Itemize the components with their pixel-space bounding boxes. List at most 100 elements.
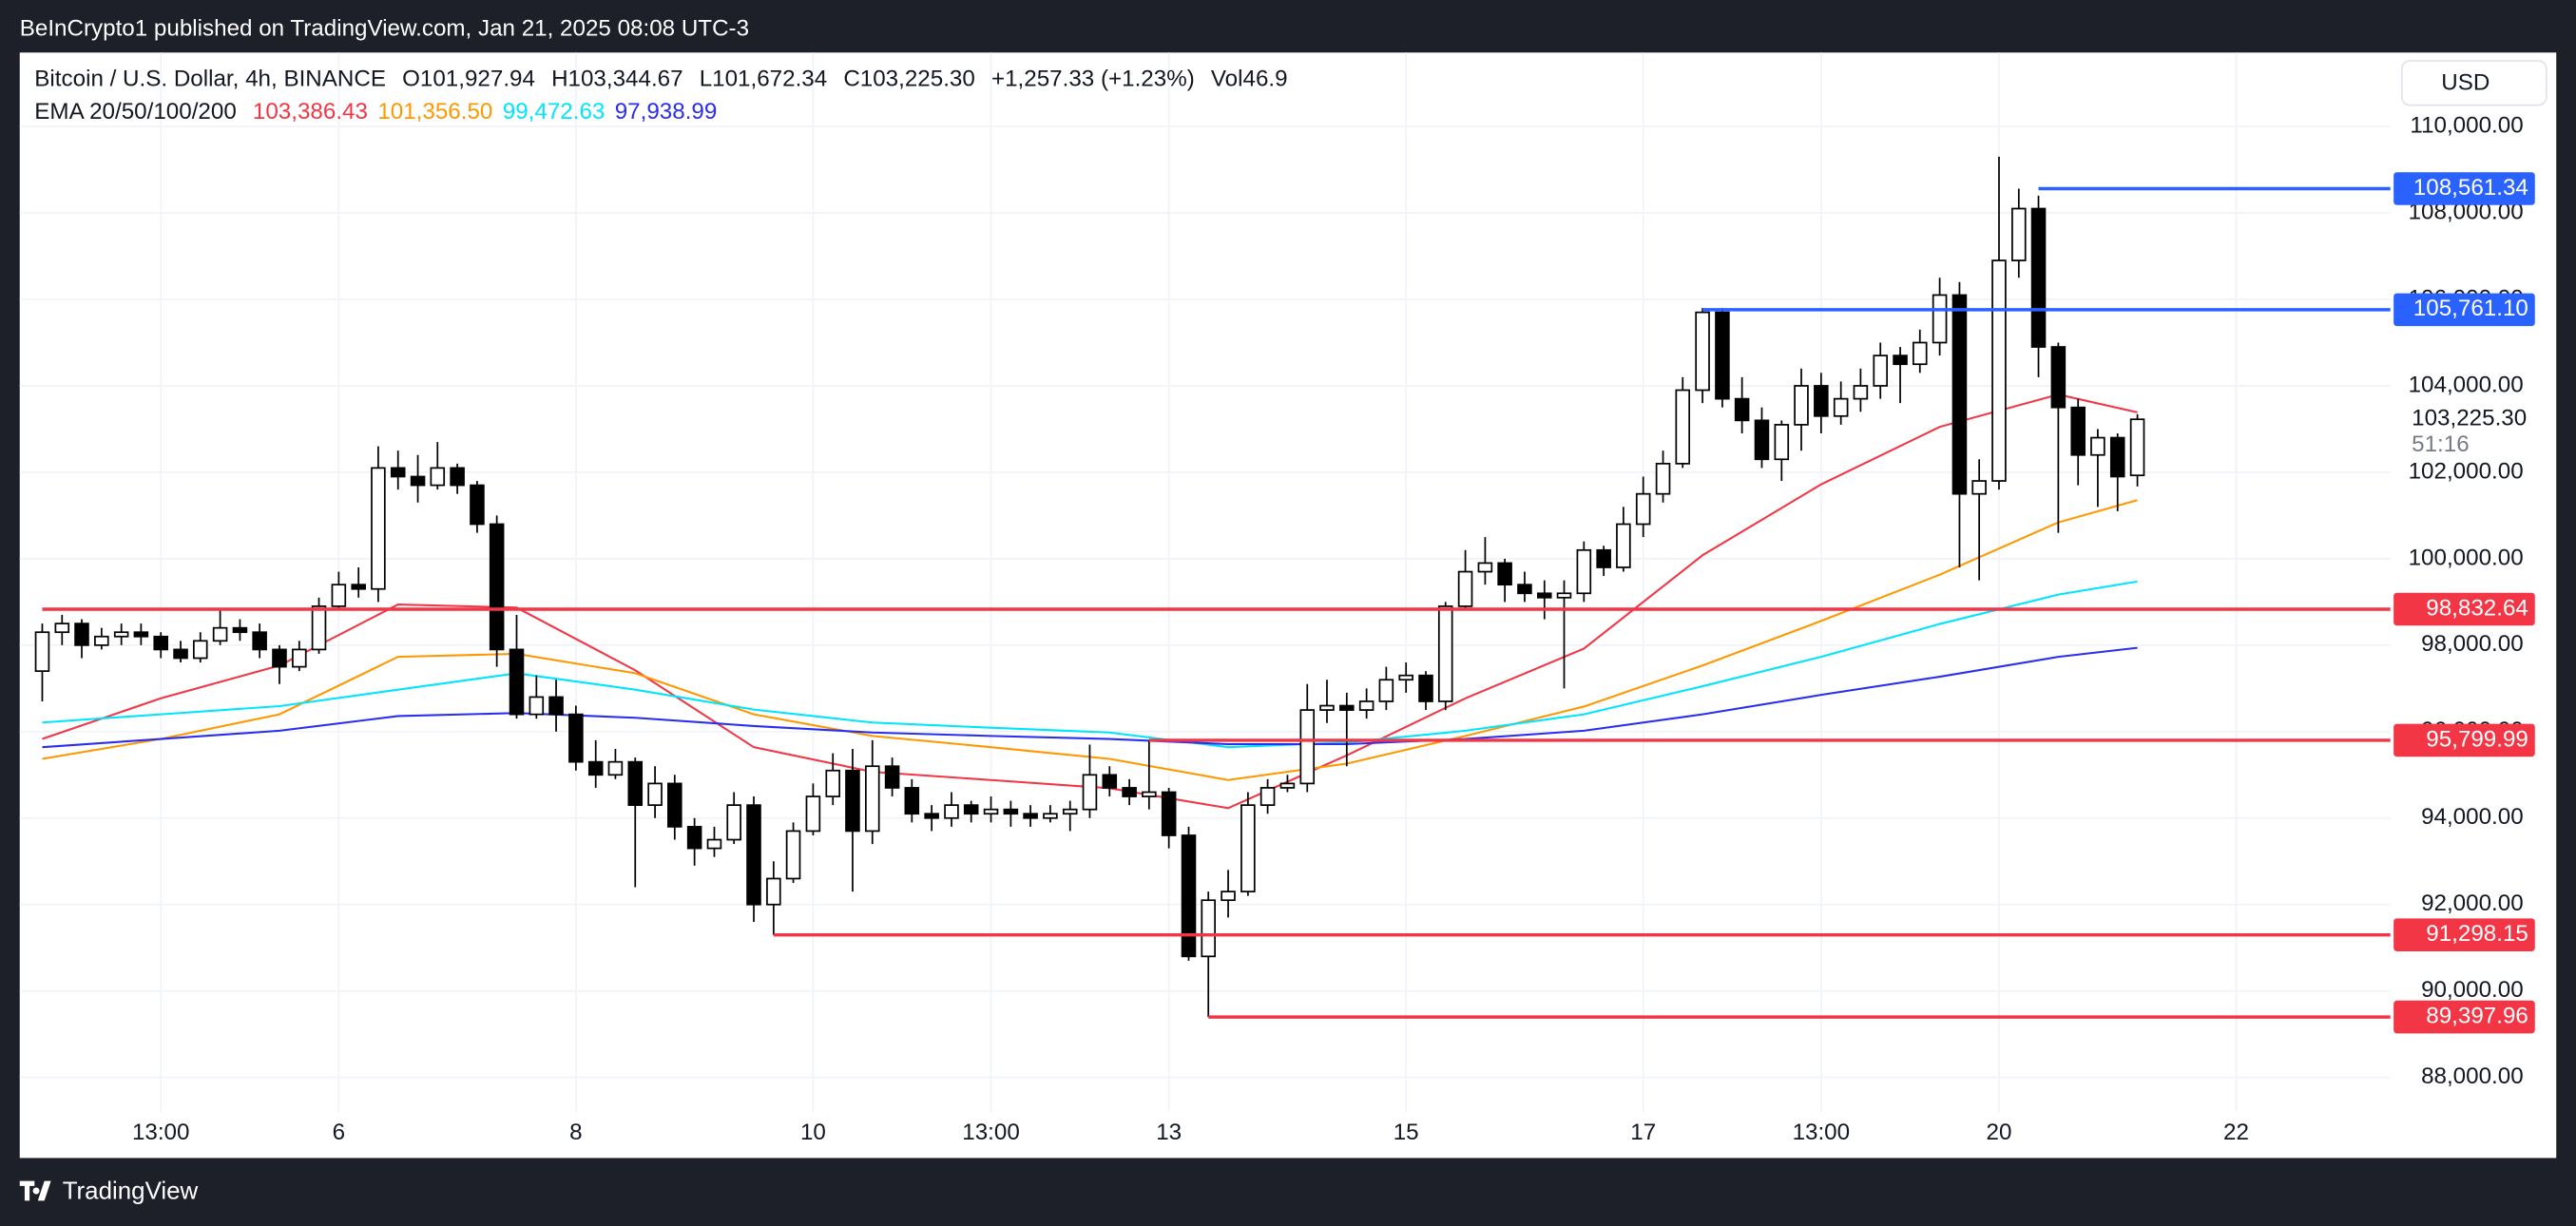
candle-body xyxy=(1161,791,1177,836)
price-axis: 88,000.0090,000.0092,000.0094,000.0096,0… xyxy=(132,112,2535,1145)
footer-logo xyxy=(19,1180,51,1201)
y-tick-label: 88,000.00 xyxy=(2421,1063,2524,1089)
candle-body xyxy=(1675,389,1691,465)
ema-line xyxy=(42,646,2138,749)
candle-body xyxy=(726,804,741,841)
candle-body xyxy=(410,475,426,487)
indicator-legend: EMA 20/50/100/200 103,386.43 101,356.50 99… xyxy=(34,100,717,125)
candle-body xyxy=(1023,813,1038,819)
countdown: 51:16 xyxy=(2412,431,2470,457)
candle-body xyxy=(746,804,761,906)
candle-body xyxy=(54,623,70,634)
x-tick-label: 8 xyxy=(569,1120,582,1145)
candle-body xyxy=(1043,813,1058,819)
x-tick-label: 6 xyxy=(333,1120,345,1145)
candle-body xyxy=(1635,492,1651,526)
candle-body xyxy=(884,765,900,789)
candle-body xyxy=(706,838,722,850)
candle-body xyxy=(272,648,287,668)
candle-body xyxy=(133,631,149,638)
candle-body xyxy=(1299,709,1316,785)
candle-body xyxy=(212,626,228,642)
candle-body xyxy=(529,696,545,716)
candle-body xyxy=(785,830,801,880)
candle-body xyxy=(1655,462,1671,495)
indicator-name: EMA 20/50/100/200 xyxy=(34,100,236,125)
volume-label: Vol46.9 xyxy=(1211,67,1288,92)
candle-body xyxy=(331,584,347,607)
x-tick-label: 20 xyxy=(1987,1120,2012,1145)
candle-body xyxy=(1517,584,1532,595)
candle-body xyxy=(587,760,604,776)
candle-body xyxy=(1259,787,1276,807)
footer-brand: TradingView xyxy=(63,1178,199,1205)
candle-body xyxy=(1971,480,1987,495)
candle-body xyxy=(924,813,939,819)
candle-body xyxy=(944,804,959,819)
candle-body xyxy=(963,804,979,815)
candle-body xyxy=(1497,562,1512,586)
indicator-value: 101,356.50 xyxy=(377,100,492,125)
candle-body xyxy=(113,631,129,638)
candle-body xyxy=(1102,774,1118,789)
price-badge xyxy=(2393,918,2535,951)
candle-body xyxy=(845,769,860,833)
y-tick-label: 92,000.00 xyxy=(2421,891,2524,916)
price-badge-label: 89,397.96 xyxy=(2426,1003,2528,1028)
candle-body xyxy=(1319,704,1335,711)
candle-body xyxy=(1932,294,1948,344)
candle-body xyxy=(1279,782,1296,789)
candle-body xyxy=(74,623,89,646)
candle-body xyxy=(1181,834,1197,958)
candle-body xyxy=(292,648,307,668)
close-label: C103,225.30 xyxy=(843,67,975,92)
candle-body xyxy=(647,782,663,807)
candle-body xyxy=(1339,704,1355,711)
candle-body xyxy=(548,696,564,716)
x-tick-label: 15 xyxy=(1394,1120,1419,1145)
candle-body xyxy=(686,826,702,850)
logo-icon xyxy=(19,1180,51,1201)
candle-body xyxy=(1082,774,1098,811)
candle-body xyxy=(450,467,465,487)
candle-body xyxy=(1912,341,1928,366)
price-badge xyxy=(2393,723,2535,757)
candle-body xyxy=(1734,397,1750,422)
candle-body xyxy=(1695,311,1710,392)
candle-body xyxy=(667,782,682,828)
x-tick-label: 13:00 xyxy=(1793,1120,1851,1145)
candle-body xyxy=(864,765,880,833)
candle-body xyxy=(1477,562,1493,573)
candle-body xyxy=(1358,700,1375,711)
y-tick-label: 102,000.00 xyxy=(2409,458,2524,484)
x-tick-label: 13 xyxy=(1156,1120,1182,1145)
price-badge-label: 91,298.15 xyxy=(2426,921,2528,947)
candle-body xyxy=(2011,207,2027,261)
candle-body xyxy=(2109,436,2125,478)
currency[interactable]: USD xyxy=(2441,70,2489,96)
candle-body xyxy=(351,584,366,590)
candle-body xyxy=(1833,397,1849,417)
candle-body xyxy=(192,640,208,660)
candle-body xyxy=(1616,523,1631,568)
y-tick-label: 100,000.00 xyxy=(2409,545,2524,570)
candle-body xyxy=(983,808,999,815)
price-badge-label: 98,832.64 xyxy=(2426,595,2528,621)
symbol: Bitcoin / U.S. Dollar, 4h, BINANCE xyxy=(34,67,386,92)
candle-body xyxy=(390,467,406,478)
currency-button[interactable] xyxy=(2400,60,2547,106)
price-badge-label: 105,761.10 xyxy=(2413,296,2528,321)
candle-body xyxy=(232,626,248,634)
candle-body xyxy=(568,713,584,763)
low-label: L101,672.34 xyxy=(700,67,828,92)
candle-body xyxy=(1240,804,1256,892)
candle-body xyxy=(825,769,841,797)
candle-body xyxy=(2030,207,2047,348)
candle-body xyxy=(311,605,327,651)
candle-body xyxy=(1576,548,1592,595)
price-badge xyxy=(2393,172,2535,205)
candle-body xyxy=(1715,311,1730,400)
candle-body xyxy=(371,467,386,590)
